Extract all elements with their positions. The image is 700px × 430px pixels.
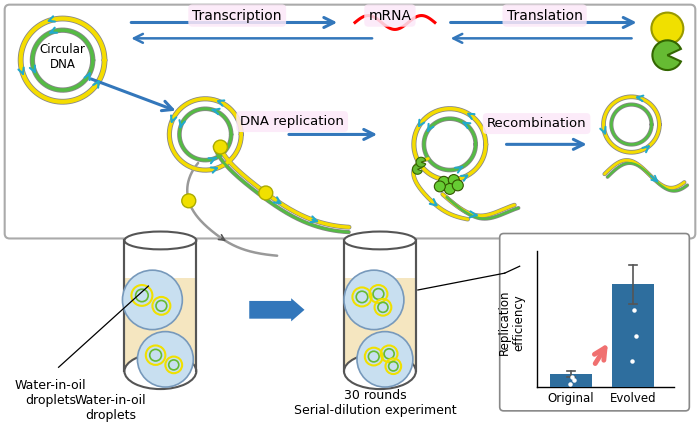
Wedge shape <box>412 164 422 174</box>
FancyBboxPatch shape <box>5 5 695 239</box>
Ellipse shape <box>344 231 416 249</box>
Ellipse shape <box>125 231 196 249</box>
Text: Transcription: Transcription <box>193 9 282 22</box>
Text: DNA replication: DNA replication <box>240 115 344 128</box>
Ellipse shape <box>344 353 416 389</box>
Text: Evolved: Evolved <box>610 392 657 405</box>
Circle shape <box>652 12 683 44</box>
Circle shape <box>438 176 449 187</box>
FancyBboxPatch shape <box>500 233 690 411</box>
Bar <box>550 374 592 387</box>
Text: 30 rounds
Serial-dilution experiment: 30 rounds Serial-dilution experiment <box>293 389 456 417</box>
Text: Circular
DNA: Circular DNA <box>40 43 85 71</box>
Circle shape <box>122 270 182 330</box>
Text: Water-in-oil
droplets: Water-in-oil droplets <box>75 394 146 422</box>
Bar <box>344 278 416 371</box>
Circle shape <box>434 181 445 192</box>
Ellipse shape <box>125 353 196 389</box>
Text: Recombination: Recombination <box>486 117 587 130</box>
Circle shape <box>344 270 404 330</box>
Text: Translation: Translation <box>507 9 582 22</box>
Text: Replication
efficiency: Replication efficiency <box>498 289 526 355</box>
Circle shape <box>444 184 455 194</box>
Text: Original: Original <box>547 392 594 405</box>
Circle shape <box>448 175 459 185</box>
Text: mRNA: mRNA <box>368 9 412 22</box>
Ellipse shape <box>344 353 416 389</box>
Bar <box>125 316 196 371</box>
Circle shape <box>182 194 196 208</box>
Ellipse shape <box>125 353 196 389</box>
Text: Water-in-oil
droplets: Water-in-oil droplets <box>15 379 86 407</box>
Circle shape <box>214 140 228 154</box>
FancyArrow shape <box>248 296 306 324</box>
Wedge shape <box>652 40 681 70</box>
Circle shape <box>259 186 273 200</box>
Bar <box>125 278 196 371</box>
Circle shape <box>137 332 193 387</box>
Bar <box>344 316 416 371</box>
Circle shape <box>452 180 463 191</box>
Bar <box>612 285 654 387</box>
Wedge shape <box>416 157 426 167</box>
Circle shape <box>357 332 413 387</box>
